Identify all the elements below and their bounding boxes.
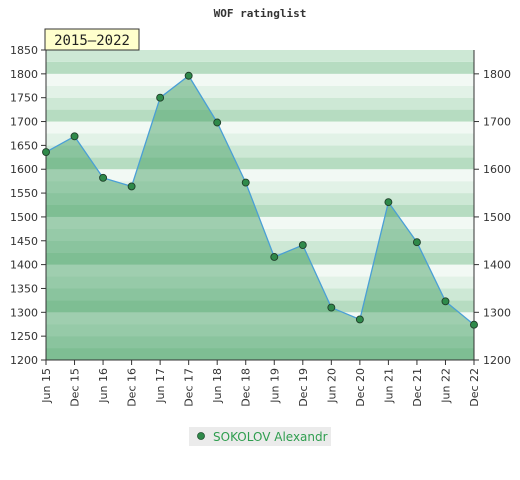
background-band bbox=[46, 85, 474, 98]
background-band bbox=[46, 97, 474, 110]
background-band bbox=[46, 205, 474, 217]
y-tick-left-label: 1850 bbox=[10, 44, 38, 57]
x-tick-label: Jun 21 bbox=[382, 368, 395, 404]
y-tick-left-label: 1350 bbox=[10, 282, 38, 295]
y-tick-right-label: 1500 bbox=[483, 211, 511, 224]
data-point[interactable] bbox=[298, 241, 307, 250]
background-band bbox=[46, 240, 474, 253]
data-point[interactable] bbox=[99, 173, 108, 182]
data-point[interactable] bbox=[42, 148, 50, 157]
x-tick-label: Jun 19 bbox=[268, 368, 281, 404]
background-band bbox=[46, 133, 474, 146]
x-tick-label: Jun 20 bbox=[325, 368, 338, 404]
background-band bbox=[46, 216, 474, 229]
data-point[interactable] bbox=[70, 132, 79, 141]
legend[interactable]: SOKOLOV Alexandr bbox=[189, 427, 331, 446]
background-band bbox=[46, 324, 474, 337]
y-tick-right-label: 1400 bbox=[483, 259, 511, 272]
period-badge: 2015–2022 bbox=[44, 28, 140, 51]
y-tick-left-label: 1750 bbox=[10, 92, 38, 105]
chart-title: WOF ratinglist bbox=[214, 7, 307, 20]
y-tick-left-label: 1800 bbox=[10, 68, 38, 81]
data-point[interactable] bbox=[441, 297, 450, 306]
series-area-fill bbox=[46, 75, 474, 360]
data-point[interactable] bbox=[241, 178, 250, 187]
data-point[interactable] bbox=[270, 253, 279, 261]
background-bands bbox=[46, 50, 474, 360]
data-point[interactable] bbox=[184, 71, 193, 80]
background-band bbox=[46, 157, 474, 170]
legend-series-label: SOKOLOV Alexandr bbox=[213, 430, 328, 444]
area-layer bbox=[45, 74, 475, 360]
legend-box bbox=[189, 427, 331, 446]
axes bbox=[45, 50, 475, 361]
x-tick-label: Jun 22 bbox=[439, 368, 452, 404]
background-band bbox=[46, 181, 474, 194]
background-band bbox=[46, 228, 474, 241]
data-point[interactable] bbox=[384, 198, 393, 207]
data-point[interactable] bbox=[213, 118, 222, 127]
y-tick-right-label: 1800 bbox=[483, 68, 511, 81]
y-tick-left-label: 1250 bbox=[10, 330, 38, 343]
y-tick-left-label: 1700 bbox=[10, 116, 38, 129]
y-tick-right-label: 1700 bbox=[483, 116, 511, 129]
y-tick-left-label: 1400 bbox=[10, 259, 38, 272]
y-tick-left-label: 1450 bbox=[10, 235, 38, 248]
x-tick-label: Dec 17 bbox=[183, 368, 196, 407]
period-badge-box bbox=[44, 28, 140, 51]
series-line bbox=[45, 74, 475, 326]
legend-marker-icon bbox=[197, 432, 205, 440]
background-band bbox=[46, 61, 474, 74]
x-tick-label: Dec 16 bbox=[126, 368, 139, 407]
y-axis-right-ticks: 1200 1300 1400 1500 1600 1700 1800 bbox=[474, 68, 511, 367]
data-point[interactable] bbox=[127, 182, 136, 191]
background-band bbox=[46, 121, 474, 134]
x-tick-label: Dec 19 bbox=[297, 368, 310, 407]
y-tick-right-label: 1200 bbox=[483, 354, 511, 367]
y-tick-right-label: 1600 bbox=[483, 163, 511, 176]
background-band bbox=[46, 312, 474, 325]
background-band bbox=[46, 145, 474, 158]
y-tick-right-label: 1300 bbox=[483, 306, 511, 319]
background-band bbox=[46, 193, 474, 205]
x-tick-label: Dec 20 bbox=[354, 368, 367, 407]
x-axis-ticks: Jun 15 Dec 15 Jun 16 Dec 16 Jun 17 Dec 17 Jun … bbox=[40, 360, 481, 407]
data-point[interactable] bbox=[156, 93, 165, 102]
background-band bbox=[46, 288, 474, 301]
y-tick-left-label: 1300 bbox=[10, 306, 38, 319]
data-markers bbox=[42, 71, 478, 329]
x-tick-label: Dec 21 bbox=[411, 368, 424, 407]
x-tick-label: Dec 22 bbox=[468, 368, 481, 407]
y-tick-left-label: 1550 bbox=[10, 187, 38, 200]
y-tick-left-label: 1500 bbox=[10, 211, 38, 224]
x-tick-label: Jun 15 bbox=[40, 368, 53, 404]
background-band bbox=[46, 348, 474, 360]
background-band bbox=[46, 169, 474, 182]
background-band bbox=[46, 109, 474, 122]
background-band bbox=[46, 73, 474, 86]
x-tick-label: Dec 15 bbox=[69, 368, 82, 407]
x-tick-label: Jun 17 bbox=[154, 368, 167, 404]
y-tick-left-label: 1650 bbox=[10, 139, 38, 152]
x-tick-label: Dec 18 bbox=[240, 368, 253, 407]
x-tick-label: Jun 18 bbox=[211, 368, 224, 404]
background-band bbox=[46, 300, 474, 313]
y-tick-left-label: 1200 bbox=[10, 354, 38, 367]
period-badge-label: 2015–2022 bbox=[54, 33, 130, 49]
background-band bbox=[46, 252, 474, 265]
background-band bbox=[46, 336, 474, 349]
background-band bbox=[46, 264, 474, 277]
x-tick-label: Jun 16 bbox=[97, 368, 110, 404]
data-point[interactable] bbox=[470, 320, 478, 329]
y-tick-left-label: 1600 bbox=[10, 163, 38, 176]
data-point[interactable] bbox=[355, 315, 364, 324]
background-band bbox=[46, 50, 474, 62]
data-point[interactable] bbox=[327, 303, 336, 312]
background-band bbox=[46, 276, 474, 289]
y-axis-left-ticks: 1200 1250 1300 1350 1400 1450 1500 1550 1600 1650… bbox=[10, 44, 46, 367]
data-point[interactable] bbox=[412, 238, 421, 247]
